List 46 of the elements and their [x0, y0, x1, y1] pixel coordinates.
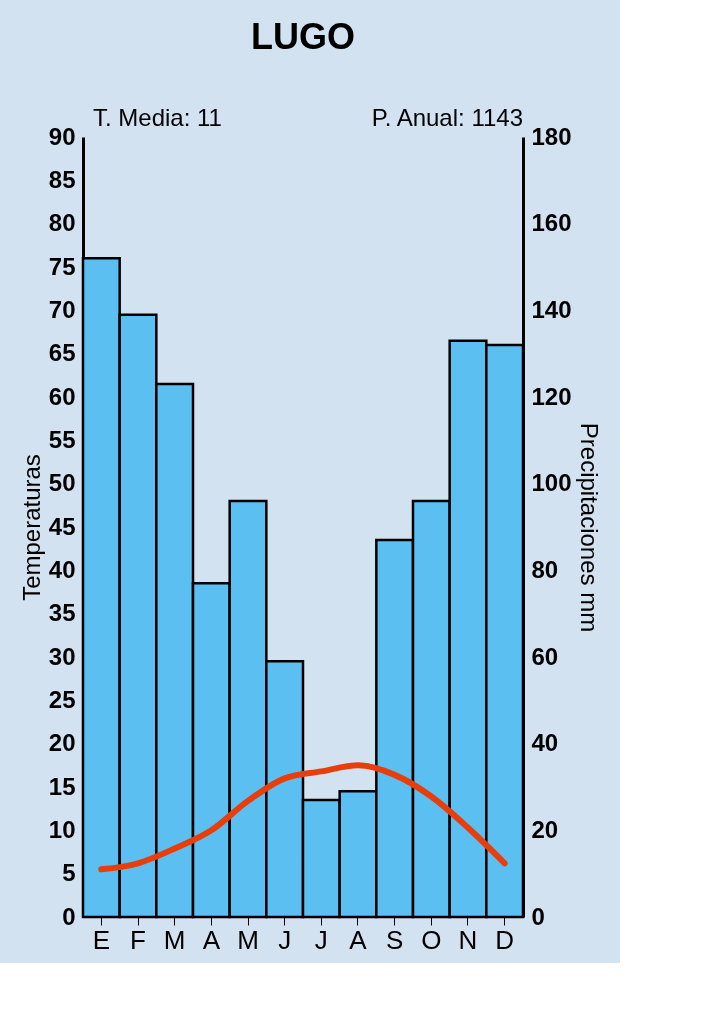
y-tick-label: 0	[62, 902, 76, 930]
y2-tick-label: 80	[531, 555, 559, 583]
x-tick-label: S	[385, 924, 404, 955]
y-tick-label: 15	[48, 772, 76, 800]
y-tick-label: 45	[48, 512, 76, 540]
text: P. Anual: 1143	[371, 104, 523, 131]
y2-tick-label: 0	[531, 902, 545, 930]
y-tick-label: 20	[48, 729, 76, 757]
y2-tick-label: 140	[531, 295, 572, 323]
x-tick-label: A	[349, 924, 368, 955]
y2-tick-label: 180	[531, 122, 572, 150]
chart-title: LUGO	[251, 16, 355, 57]
y-tick-label: 10	[48, 815, 76, 843]
y-tick-label: 40	[48, 555, 76, 583]
y2-tick-label: 120	[531, 382, 572, 410]
x-tick-label: O	[421, 924, 442, 955]
y2-tick-label: 100	[531, 469, 572, 497]
y-tick-label: 50	[48, 469, 76, 497]
y-tick-label: 25	[48, 685, 76, 713]
x-tick-label: M	[237, 924, 259, 955]
x-tick-label: J	[314, 924, 328, 955]
y-tick-label: 30	[48, 642, 76, 670]
y-tick-label: 60	[48, 382, 76, 410]
y-tick-label: 65	[48, 339, 76, 367]
x-tick-label: M	[163, 924, 186, 955]
y-tick-label: 5	[62, 859, 76, 887]
y-tick-label: 35	[48, 599, 76, 627]
x-tick-label: A	[202, 924, 221, 955]
y2-tick-label: 160	[531, 209, 572, 237]
x-tick-label: J	[278, 924, 292, 955]
y-tick-label: 80	[48, 209, 76, 237]
y2-tick-label: 40	[531, 729, 559, 757]
y2-axis-title: Precipitaciones mm	[575, 422, 603, 633]
y2-tick-label: 20	[531, 815, 559, 843]
text: T. Media: 11	[93, 104, 222, 131]
y2-tick-label: 60	[531, 642, 559, 670]
y-tick-label: 55	[48, 425, 76, 453]
y-tick-label: 70	[48, 295, 76, 323]
x-tick-label: N	[458, 924, 478, 955]
x-tick-label: F	[130, 924, 146, 955]
y-tick-label: 90	[48, 122, 76, 150]
y-tick-label: 85	[48, 165, 76, 193]
y-tick-label: 75	[48, 252, 76, 280]
y-axis-title: Temperaturas	[17, 454, 45, 601]
x-tick-label: E	[92, 924, 111, 955]
x-tick-label: D	[495, 924, 515, 955]
